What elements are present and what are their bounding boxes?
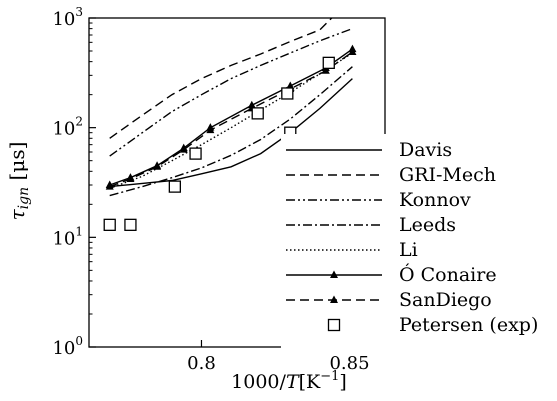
data-point-triangle bbox=[126, 174, 135, 183]
y-tick-label: 103 bbox=[52, 5, 83, 30]
y-axis-label: τign [μs] bbox=[5, 142, 32, 221]
legend-label: GRI-Mech bbox=[399, 164, 496, 186]
legend-marker bbox=[327, 318, 341, 332]
data-point-triangle bbox=[105, 182, 114, 190]
series-leeds bbox=[109, 66, 353, 197]
ticks-layer: 0.8 0.85 100 101 102 103 bbox=[52, 5, 369, 374]
series-gri-mech bbox=[109, 17, 333, 139]
legend-marker bbox=[330, 295, 338, 303]
legend-item-leeds: Leeds bbox=[286, 214, 456, 236]
x-tick-label: 0.8 bbox=[187, 353, 216, 374]
data-point-triangle bbox=[348, 47, 357, 55]
series-petersen-exp bbox=[103, 56, 335, 231]
data-point-triangle bbox=[321, 66, 330, 74]
legend-item-li: Li bbox=[286, 239, 418, 261]
x-axis-label: 1000/T[K−1] bbox=[231, 369, 347, 393]
series-konnov bbox=[109, 27, 353, 157]
svg-text:τign [μs]: τign [μs] bbox=[5, 142, 32, 221]
data-point-triangle bbox=[206, 125, 215, 134]
x-tick-label: 0.85 bbox=[329, 353, 369, 374]
legend-label: Li bbox=[399, 239, 418, 261]
series-line bbox=[109, 17, 333, 139]
legend-item-petersen-exp: Petersen (exp) bbox=[327, 314, 538, 336]
legend-item-konnov: Konnov bbox=[286, 189, 471, 211]
data-point-triangle bbox=[153, 162, 162, 170]
series-sandiego bbox=[105, 47, 357, 190]
legend-label: Leeds bbox=[399, 214, 456, 236]
legend-label: Ó Conaire bbox=[399, 263, 497, 286]
series-line bbox=[109, 27, 353, 157]
legend-label: Petersen (exp) bbox=[399, 314, 538, 336]
data-point-square bbox=[124, 218, 137, 231]
legend-item-davis: Davis bbox=[286, 139, 452, 161]
legend-background bbox=[281, 134, 556, 348]
data-point-triangle bbox=[179, 145, 188, 153]
data-point-square bbox=[189, 147, 202, 160]
y-tick-label: 102 bbox=[52, 115, 83, 140]
legend-label: Davis bbox=[399, 139, 452, 161]
legend-item-gri-mech: GRI-Mech bbox=[286, 164, 496, 186]
data-point-square bbox=[103, 218, 116, 231]
legend-label: SanDiego bbox=[399, 289, 492, 311]
legend-marker bbox=[330, 270, 338, 278]
legend-label: Konnov bbox=[399, 189, 471, 211]
legend: Davis GRI-Mech Konnov Leeds LiÓ Conaire SanDi… bbox=[281, 134, 556, 348]
data-point-square bbox=[251, 107, 264, 120]
data-point-square bbox=[281, 87, 294, 100]
legend-item-sandiego: SanDiego bbox=[286, 289, 492, 311]
data-point-square bbox=[168, 180, 181, 193]
series-layer bbox=[103, 17, 357, 231]
series-line bbox=[109, 78, 353, 188]
legend-item-o-conaire: Ó Conaire bbox=[286, 263, 497, 286]
series-li bbox=[109, 52, 353, 189]
y-tick-label: 101 bbox=[52, 224, 83, 249]
series-line bbox=[109, 52, 353, 189]
series-davis bbox=[109, 78, 353, 188]
y-tick-label: 100 bbox=[52, 334, 83, 359]
data-point-square bbox=[322, 56, 335, 69]
series-line bbox=[109, 66, 353, 197]
